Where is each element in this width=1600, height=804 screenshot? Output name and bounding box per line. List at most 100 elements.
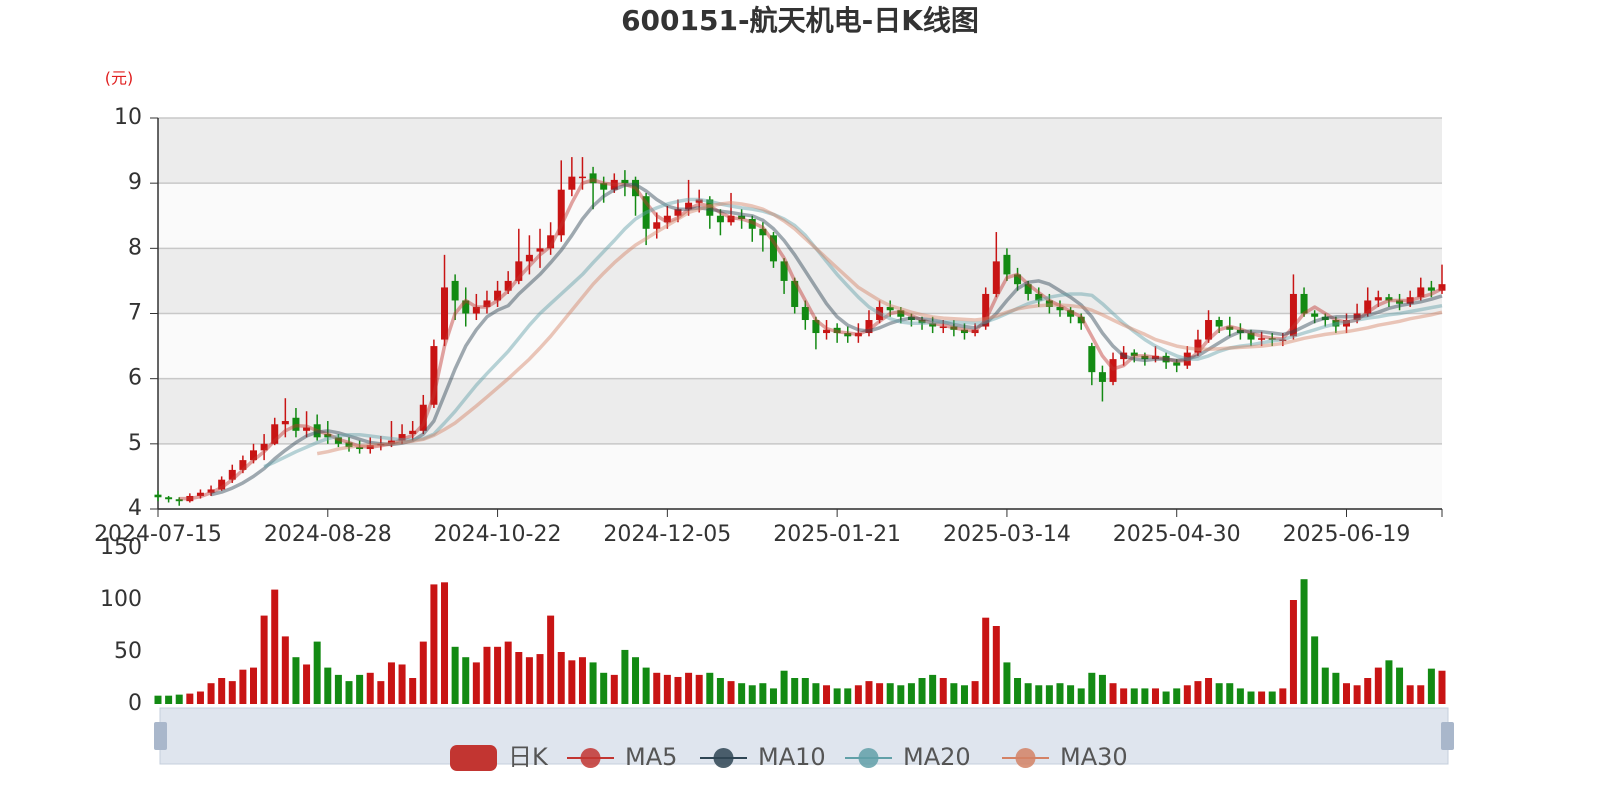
volume-bar	[356, 674, 364, 704]
volume-bar	[907, 683, 915, 704]
volume-bar	[186, 693, 194, 704]
volume-bar	[1353, 685, 1361, 704]
candle-body	[515, 261, 523, 281]
volume-bar	[515, 652, 523, 704]
candle-body	[748, 219, 756, 229]
candle-body	[1173, 362, 1181, 366]
legend-label: MA10	[758, 743, 826, 771]
volume-bar	[207, 683, 215, 704]
candle-body	[1226, 326, 1234, 330]
slider-handle[interactable]	[154, 722, 167, 750]
volume-tick-label: 50	[114, 639, 142, 664]
y-tick-label: 7	[128, 301, 142, 326]
candle-body	[1247, 333, 1255, 340]
candle-body	[1268, 338, 1276, 340]
volume-bar	[642, 667, 650, 704]
slider-handle[interactable]	[1441, 722, 1454, 750]
candle-body	[472, 306, 480, 314]
legend-item[interactable]: 日K	[450, 743, 549, 771]
candle-body	[960, 329, 968, 334]
candle-body	[1045, 300, 1053, 307]
volume-bar	[589, 662, 597, 704]
candle-body	[1194, 339, 1202, 353]
chart-title: 600151-航天机电-日K线图	[621, 4, 979, 37]
candle-body	[1364, 300, 1372, 314]
plot-background	[158, 118, 1442, 509]
legend-icon	[858, 748, 879, 768]
volume-bar	[971, 681, 979, 704]
band	[158, 378, 1442, 444]
volume-bar	[313, 641, 321, 704]
volume-bar	[175, 694, 183, 704]
candle-body	[1141, 355, 1149, 360]
volume-bar	[759, 683, 767, 704]
slider-track	[159, 707, 1449, 765]
volume-bar	[1427, 668, 1435, 704]
volume-bar	[525, 657, 533, 704]
volume-bar	[1035, 685, 1043, 704]
legend-item[interactable]: MA30	[1002, 743, 1128, 771]
volume-bar	[345, 681, 353, 704]
volume-bar	[377, 681, 385, 704]
candle-body	[578, 176, 586, 179]
volume-bar	[727, 681, 735, 704]
candle-body	[865, 320, 873, 334]
candle-body	[292, 417, 300, 431]
volume-bar	[929, 674, 937, 704]
legend-item[interactable]: MA5	[567, 743, 677, 771]
volume-bar	[1364, 678, 1372, 704]
volume-bar	[791, 678, 799, 704]
candle-body	[271, 424, 279, 444]
legend-label: MA20	[903, 743, 971, 771]
candle-body	[1215, 320, 1223, 327]
candle-body	[791, 280, 799, 307]
candle-body	[1279, 339, 1287, 342]
volume-bar	[1056, 683, 1064, 704]
legend-item[interactable]: MA10	[700, 743, 826, 771]
candle-body	[685, 202, 693, 210]
candle-body	[1353, 313, 1361, 321]
volume-bar	[1342, 683, 1350, 704]
ma-line	[316, 200, 1443, 456]
x-tick-label: 2025-04-30	[1113, 522, 1241, 547]
legend-item[interactable]: MA20	[845, 743, 971, 771]
volume-bar	[1332, 672, 1340, 704]
volume-bar	[504, 641, 512, 704]
band	[158, 118, 1442, 184]
volume-bar	[462, 657, 470, 704]
volume-bar	[960, 685, 968, 704]
volume-bar	[250, 667, 258, 704]
candle-body	[929, 323, 937, 327]
volume-bar	[1024, 683, 1032, 704]
candle-body	[653, 222, 661, 229]
candle-body	[1311, 313, 1319, 317]
candle-body	[844, 333, 852, 337]
volume-bar	[1321, 667, 1329, 704]
volume-bar	[1300, 579, 1308, 704]
volume-bar	[1194, 681, 1202, 704]
data-zoom-slider[interactable]	[154, 707, 1454, 765]
candle-body	[663, 215, 671, 223]
candle-body	[589, 173, 597, 184]
legend-icon	[580, 748, 601, 768]
volume-bar	[1151, 688, 1159, 704]
volume-bar	[303, 664, 311, 704]
volume-bar	[1396, 667, 1404, 704]
candle-body	[1438, 284, 1446, 291]
volume-bar	[1162, 691, 1170, 704]
volume-bar	[1226, 683, 1234, 704]
volume-bar	[1279, 688, 1287, 704]
candle-body	[812, 320, 820, 334]
y-unit: (元)	[105, 69, 134, 88]
volume-bar	[472, 662, 480, 704]
candle-body	[196, 492, 204, 496]
candle-body	[462, 300, 470, 314]
legend-icon	[450, 745, 497, 771]
volume-bar	[1067, 685, 1075, 704]
volume-bar	[769, 688, 777, 704]
candle-body	[1396, 300, 1404, 304]
volume-bar	[1088, 672, 1096, 704]
candle-body	[568, 176, 576, 190]
volume-bar	[218, 678, 226, 704]
x-tick-label: 2024-08-28	[264, 522, 392, 547]
